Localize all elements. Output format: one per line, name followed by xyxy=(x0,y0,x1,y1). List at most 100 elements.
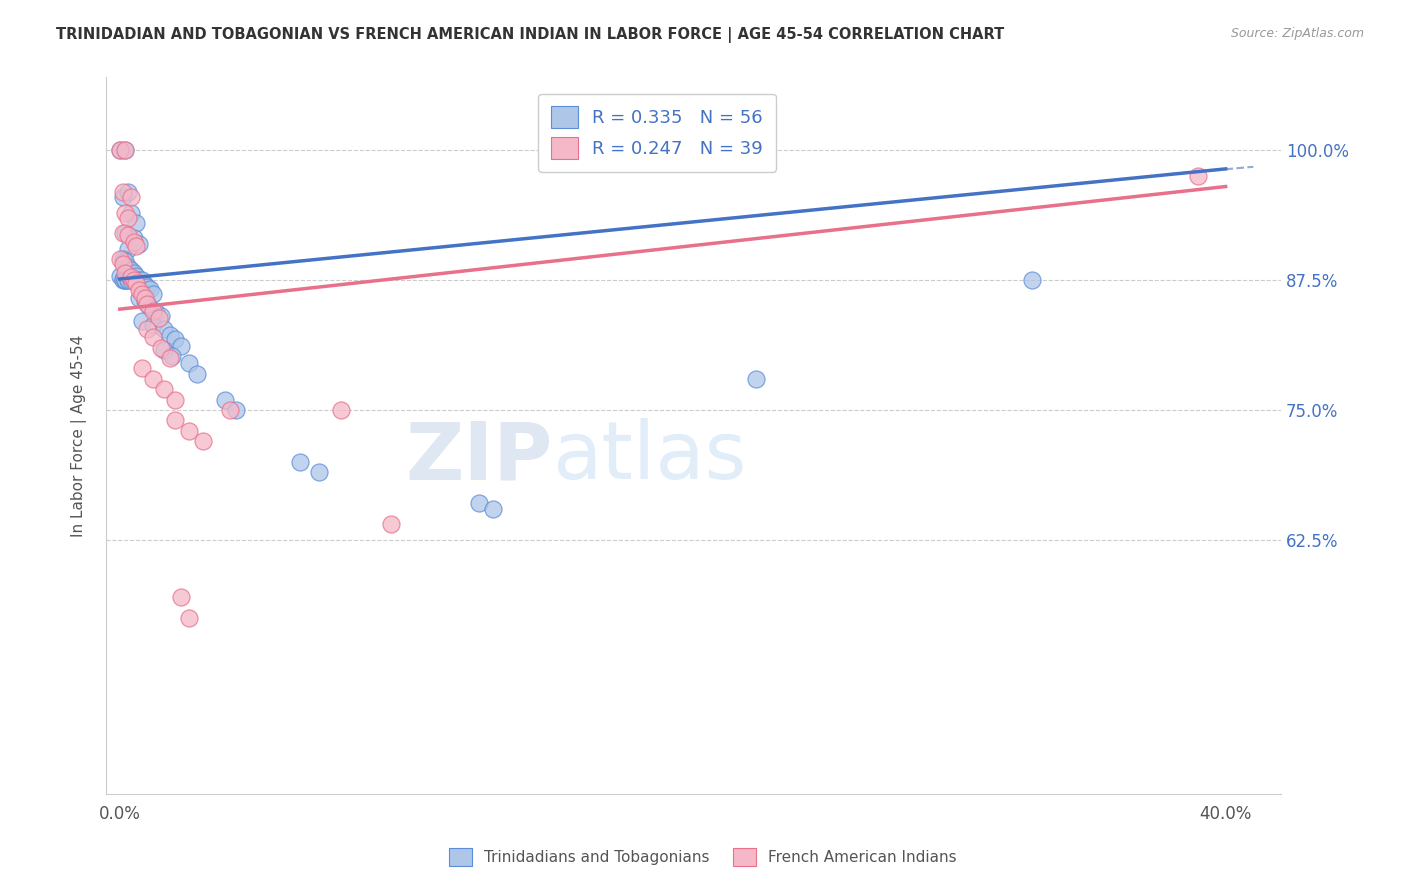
Point xyxy=(153,322,176,336)
Point xyxy=(114,273,136,287)
Point xyxy=(150,310,173,324)
Point xyxy=(120,205,142,219)
Point xyxy=(162,349,184,363)
Point xyxy=(108,143,131,157)
Point xyxy=(134,293,156,308)
Point xyxy=(114,143,136,157)
Point xyxy=(142,304,165,318)
Point xyxy=(120,269,142,284)
Point xyxy=(122,231,145,245)
Point xyxy=(122,273,145,287)
Point xyxy=(111,273,134,287)
Point xyxy=(111,272,134,286)
Text: ZIP: ZIP xyxy=(405,418,553,497)
Point xyxy=(131,273,153,287)
Point xyxy=(153,382,176,396)
Point xyxy=(139,301,162,315)
Point xyxy=(114,266,136,280)
Point xyxy=(117,273,139,287)
Point xyxy=(136,280,159,294)
Point xyxy=(122,266,145,280)
Point xyxy=(117,242,139,256)
Point xyxy=(114,273,136,287)
Point xyxy=(142,372,165,386)
Point xyxy=(114,254,136,268)
Point xyxy=(114,227,136,241)
Y-axis label: In Labor Force | Age 45-54: In Labor Force | Age 45-54 xyxy=(72,334,87,537)
Point xyxy=(136,297,159,311)
Point xyxy=(159,328,181,343)
Point xyxy=(131,286,153,301)
Point xyxy=(468,496,491,510)
Point xyxy=(111,190,134,204)
Point xyxy=(108,143,131,157)
Point xyxy=(482,501,505,516)
Point xyxy=(214,392,236,407)
Text: atlas: atlas xyxy=(553,418,747,497)
Point xyxy=(191,434,214,449)
Point xyxy=(131,313,153,327)
Point xyxy=(177,611,200,625)
Point xyxy=(139,282,162,296)
Point xyxy=(125,216,148,230)
Point xyxy=(142,330,165,344)
Point xyxy=(136,322,159,336)
Point xyxy=(125,276,148,290)
Point xyxy=(128,291,150,305)
Point xyxy=(136,297,159,311)
Point xyxy=(111,252,134,267)
Point xyxy=(111,257,134,271)
Point xyxy=(1187,169,1209,183)
Point xyxy=(122,273,145,287)
Point xyxy=(165,332,187,346)
Point xyxy=(1021,273,1043,287)
Legend: R = 0.335   N = 56, R = 0.247   N = 39: R = 0.335 N = 56, R = 0.247 N = 39 xyxy=(538,94,776,172)
Point xyxy=(114,143,136,157)
Point xyxy=(153,343,176,357)
Point xyxy=(145,305,167,319)
Point xyxy=(134,291,156,305)
Text: TRINIDADIAN AND TOBAGONIAN VS FRENCH AMERICAN INDIAN IN LABOR FORCE | AGE 45-54 : TRINIDADIAN AND TOBAGONIAN VS FRENCH AME… xyxy=(56,27,1004,43)
Point xyxy=(142,318,165,332)
Point xyxy=(148,311,170,326)
Point xyxy=(142,286,165,301)
Text: Source: ZipAtlas.com: Source: ZipAtlas.com xyxy=(1230,27,1364,40)
Point xyxy=(117,185,139,199)
Point xyxy=(108,268,131,283)
Point xyxy=(117,273,139,287)
Point xyxy=(128,284,150,298)
Point xyxy=(165,392,187,407)
Point xyxy=(380,517,402,532)
Point xyxy=(111,227,134,241)
Point xyxy=(177,356,200,370)
Point xyxy=(125,273,148,287)
Point xyxy=(128,236,150,251)
Point xyxy=(288,455,311,469)
Point xyxy=(122,235,145,249)
Point xyxy=(134,278,156,293)
Point xyxy=(120,262,142,277)
Point xyxy=(186,367,208,381)
Point xyxy=(225,403,247,417)
Point xyxy=(125,239,148,253)
Point xyxy=(219,403,242,417)
Point xyxy=(308,465,330,479)
Legend: Trinidadians and Tobagonians, French American Indians: Trinidadians and Tobagonians, French Ame… xyxy=(440,838,966,875)
Point xyxy=(744,372,766,386)
Point xyxy=(159,351,181,365)
Point xyxy=(125,268,148,283)
Point xyxy=(165,413,187,427)
Point xyxy=(114,205,136,219)
Point xyxy=(330,403,353,417)
Point xyxy=(177,424,200,438)
Point xyxy=(117,260,139,274)
Point xyxy=(150,341,173,355)
Point xyxy=(117,228,139,243)
Point xyxy=(117,211,139,225)
Point xyxy=(120,273,142,287)
Point xyxy=(120,190,142,204)
Point xyxy=(169,338,191,352)
Point xyxy=(169,590,191,604)
Point xyxy=(108,252,131,267)
Point xyxy=(128,273,150,287)
